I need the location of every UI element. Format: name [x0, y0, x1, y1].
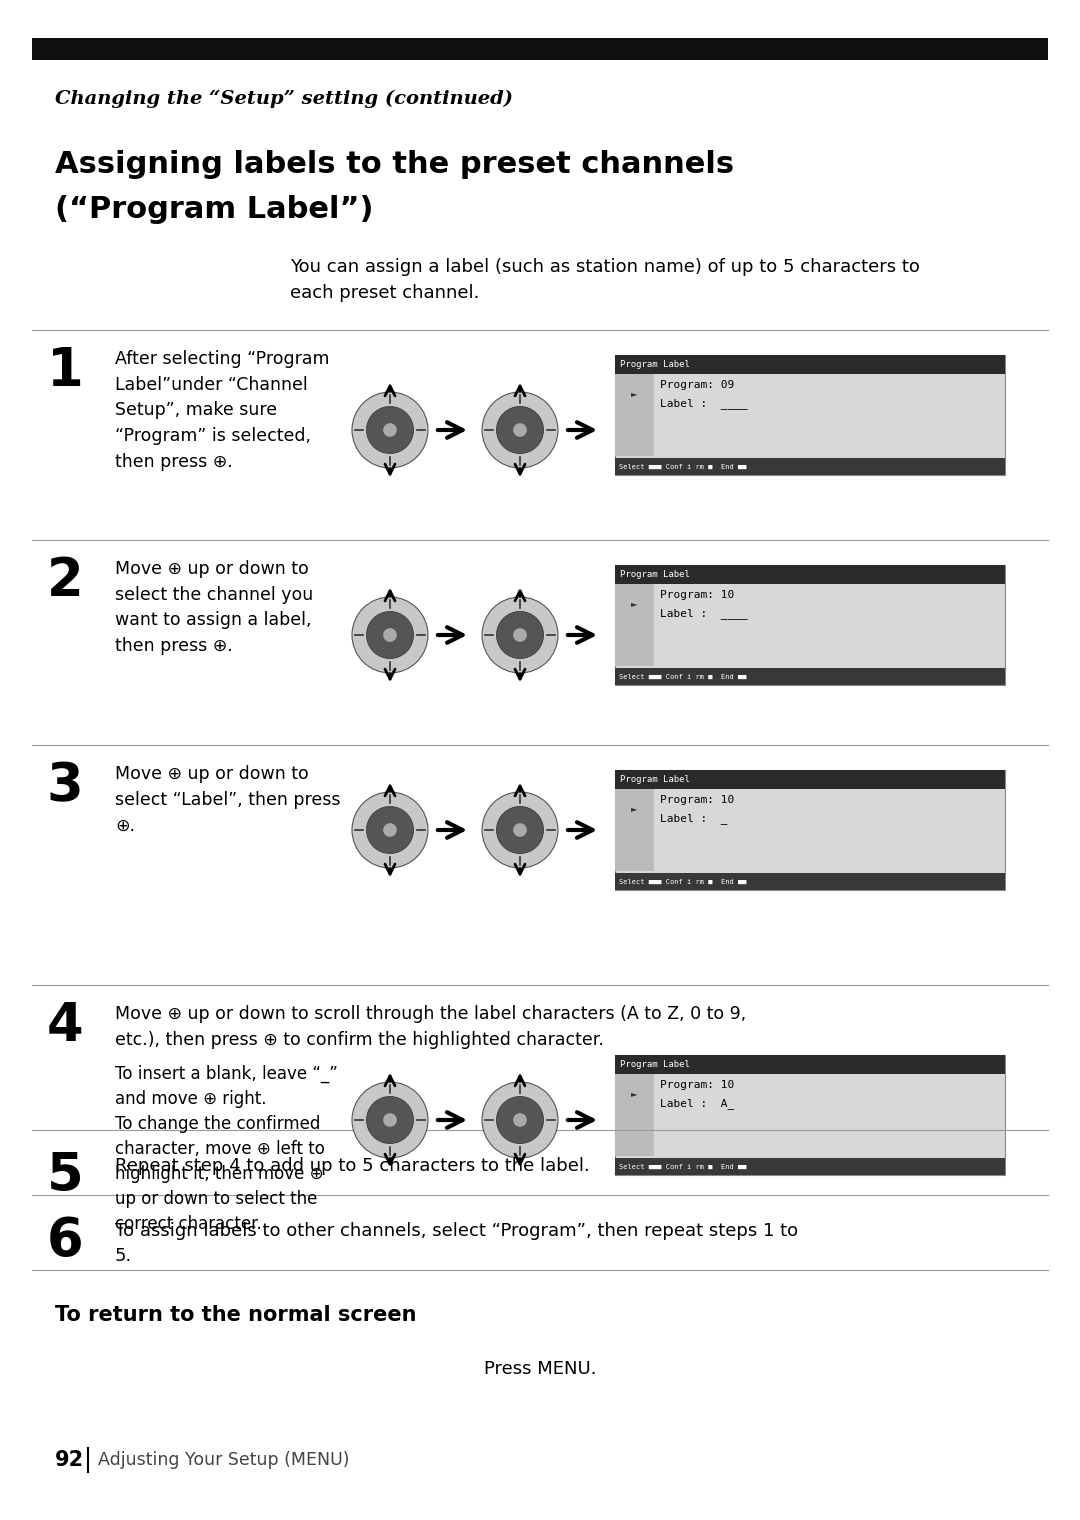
Circle shape — [352, 792, 428, 868]
Circle shape — [366, 611, 414, 658]
Circle shape — [497, 611, 543, 658]
Text: Select ■■■ Conf i rm ■  End ■■: Select ■■■ Conf i rm ■ End ■■ — [619, 673, 746, 679]
Bar — [615, 771, 1005, 891]
Text: 6: 6 — [46, 1214, 83, 1268]
Text: Press MENU.: Press MENU. — [484, 1360, 596, 1379]
Text: After selecting “Program
Label”under “Channel
Setup”, make sure
“Program” is sel: After selecting “Program Label”under “Ch… — [114, 350, 329, 471]
Bar — [615, 1055, 1005, 1075]
Text: ►: ► — [631, 599, 638, 608]
Text: Move ⊕ up or down to scroll through the label characters (A to Z, 0 to 9,
etc.),: Move ⊕ up or down to scroll through the … — [114, 1005, 746, 1049]
Text: Label :  _: Label : _ — [660, 813, 728, 824]
Circle shape — [482, 392, 558, 468]
Text: Program: 09: Program: 09 — [660, 380, 734, 391]
Text: Repeat step 4 to add up to 5 characters to the label.: Repeat step 4 to add up to 5 characters … — [114, 1157, 590, 1175]
Text: To change the confirmed
character, move ⊕ left to
highlight it, then move ⊕
up o: To change the confirmed character, move … — [114, 1116, 325, 1233]
Text: 3: 3 — [46, 760, 83, 812]
Text: Assigning labels to the preset channels: Assigning labels to the preset channels — [55, 150, 734, 179]
Text: Program Label: Program Label — [620, 775, 690, 784]
Text: Select ■■■ Conf i rm ■  End ■■: Select ■■■ Conf i rm ■ End ■■ — [619, 879, 746, 885]
Circle shape — [352, 597, 428, 673]
Circle shape — [497, 807, 543, 854]
Text: Program: 10: Program: 10 — [660, 1081, 734, 1090]
Bar — [615, 356, 1005, 374]
Circle shape — [383, 423, 396, 436]
Circle shape — [383, 628, 396, 641]
Bar — [32, 38, 1048, 59]
Text: ►: ► — [631, 1088, 638, 1097]
Circle shape — [513, 628, 527, 641]
Text: Label :  ____: Label : ____ — [660, 398, 747, 409]
Text: Program Label: Program Label — [620, 360, 690, 369]
Circle shape — [366, 807, 414, 854]
Text: Move ⊕ up or down to
select the channel you
want to assign a label,
then press ⊕: Move ⊕ up or down to select the channel … — [114, 559, 313, 655]
Circle shape — [383, 1113, 396, 1126]
Text: ►: ► — [631, 804, 638, 813]
Bar — [615, 584, 654, 666]
Circle shape — [482, 597, 558, 673]
Text: Program: 10: Program: 10 — [660, 590, 734, 600]
Circle shape — [513, 824, 527, 838]
Circle shape — [383, 824, 396, 838]
Text: To insert a blank, leave “_”
and move ⊕ right.: To insert a blank, leave “_” and move ⊕ … — [114, 1066, 338, 1108]
Bar — [615, 565, 1005, 686]
Text: 92: 92 — [55, 1450, 84, 1470]
Text: 1: 1 — [46, 345, 83, 397]
Bar — [615, 771, 1005, 789]
Bar — [615, 565, 1005, 584]
Text: Move ⊕ up or down to
select “Label”, then press
⊕.: Move ⊕ up or down to select “Label”, the… — [114, 765, 340, 834]
Text: Select ■■■ Conf i rm ■  End ■■: Select ■■■ Conf i rm ■ End ■■ — [619, 1164, 746, 1169]
Bar — [615, 1055, 1005, 1175]
Circle shape — [352, 1082, 428, 1158]
Text: Program Label: Program Label — [620, 570, 690, 579]
Text: Changing the “Setup” setting (continued): Changing the “Setup” setting (continued) — [55, 90, 513, 108]
Bar — [615, 356, 1005, 474]
Circle shape — [497, 1096, 543, 1143]
Circle shape — [513, 423, 527, 436]
Text: Label :  A_: Label : A_ — [660, 1097, 734, 1110]
Text: To assign labels to other channels, select “Program”, then repeat steps 1 to
5.: To assign labels to other channels, sele… — [114, 1222, 798, 1265]
Circle shape — [366, 1096, 414, 1143]
Text: ►: ► — [631, 389, 638, 398]
Text: 5: 5 — [46, 1151, 83, 1202]
Bar — [615, 374, 654, 456]
Text: 2: 2 — [46, 555, 83, 606]
Circle shape — [497, 406, 543, 453]
Circle shape — [482, 1082, 558, 1158]
Bar — [615, 669, 1005, 686]
Text: Program: 10: Program: 10 — [660, 795, 734, 806]
Bar — [615, 458, 1005, 474]
Text: To return to the normal screen: To return to the normal screen — [55, 1306, 417, 1325]
Text: (“Program Label”): (“Program Label”) — [55, 195, 374, 223]
Circle shape — [352, 392, 428, 468]
Text: Label :  ____: Label : ____ — [660, 608, 747, 619]
Text: You can assign a label (such as station name) of up to 5 characters to
each pres: You can assign a label (such as station … — [291, 258, 920, 301]
Circle shape — [482, 792, 558, 868]
Text: Program Label: Program Label — [620, 1059, 690, 1069]
Bar — [615, 872, 1005, 891]
Bar — [615, 1158, 1005, 1175]
Text: Adjusting Your Setup (MENU): Adjusting Your Setup (MENU) — [98, 1452, 350, 1468]
Text: Select ■■■ Conf i rm ■  End ■■: Select ■■■ Conf i rm ■ End ■■ — [619, 464, 746, 470]
Bar — [615, 789, 654, 871]
Text: 4: 4 — [46, 1000, 83, 1052]
Circle shape — [513, 1113, 527, 1126]
Circle shape — [366, 406, 414, 453]
Bar — [615, 1075, 654, 1155]
